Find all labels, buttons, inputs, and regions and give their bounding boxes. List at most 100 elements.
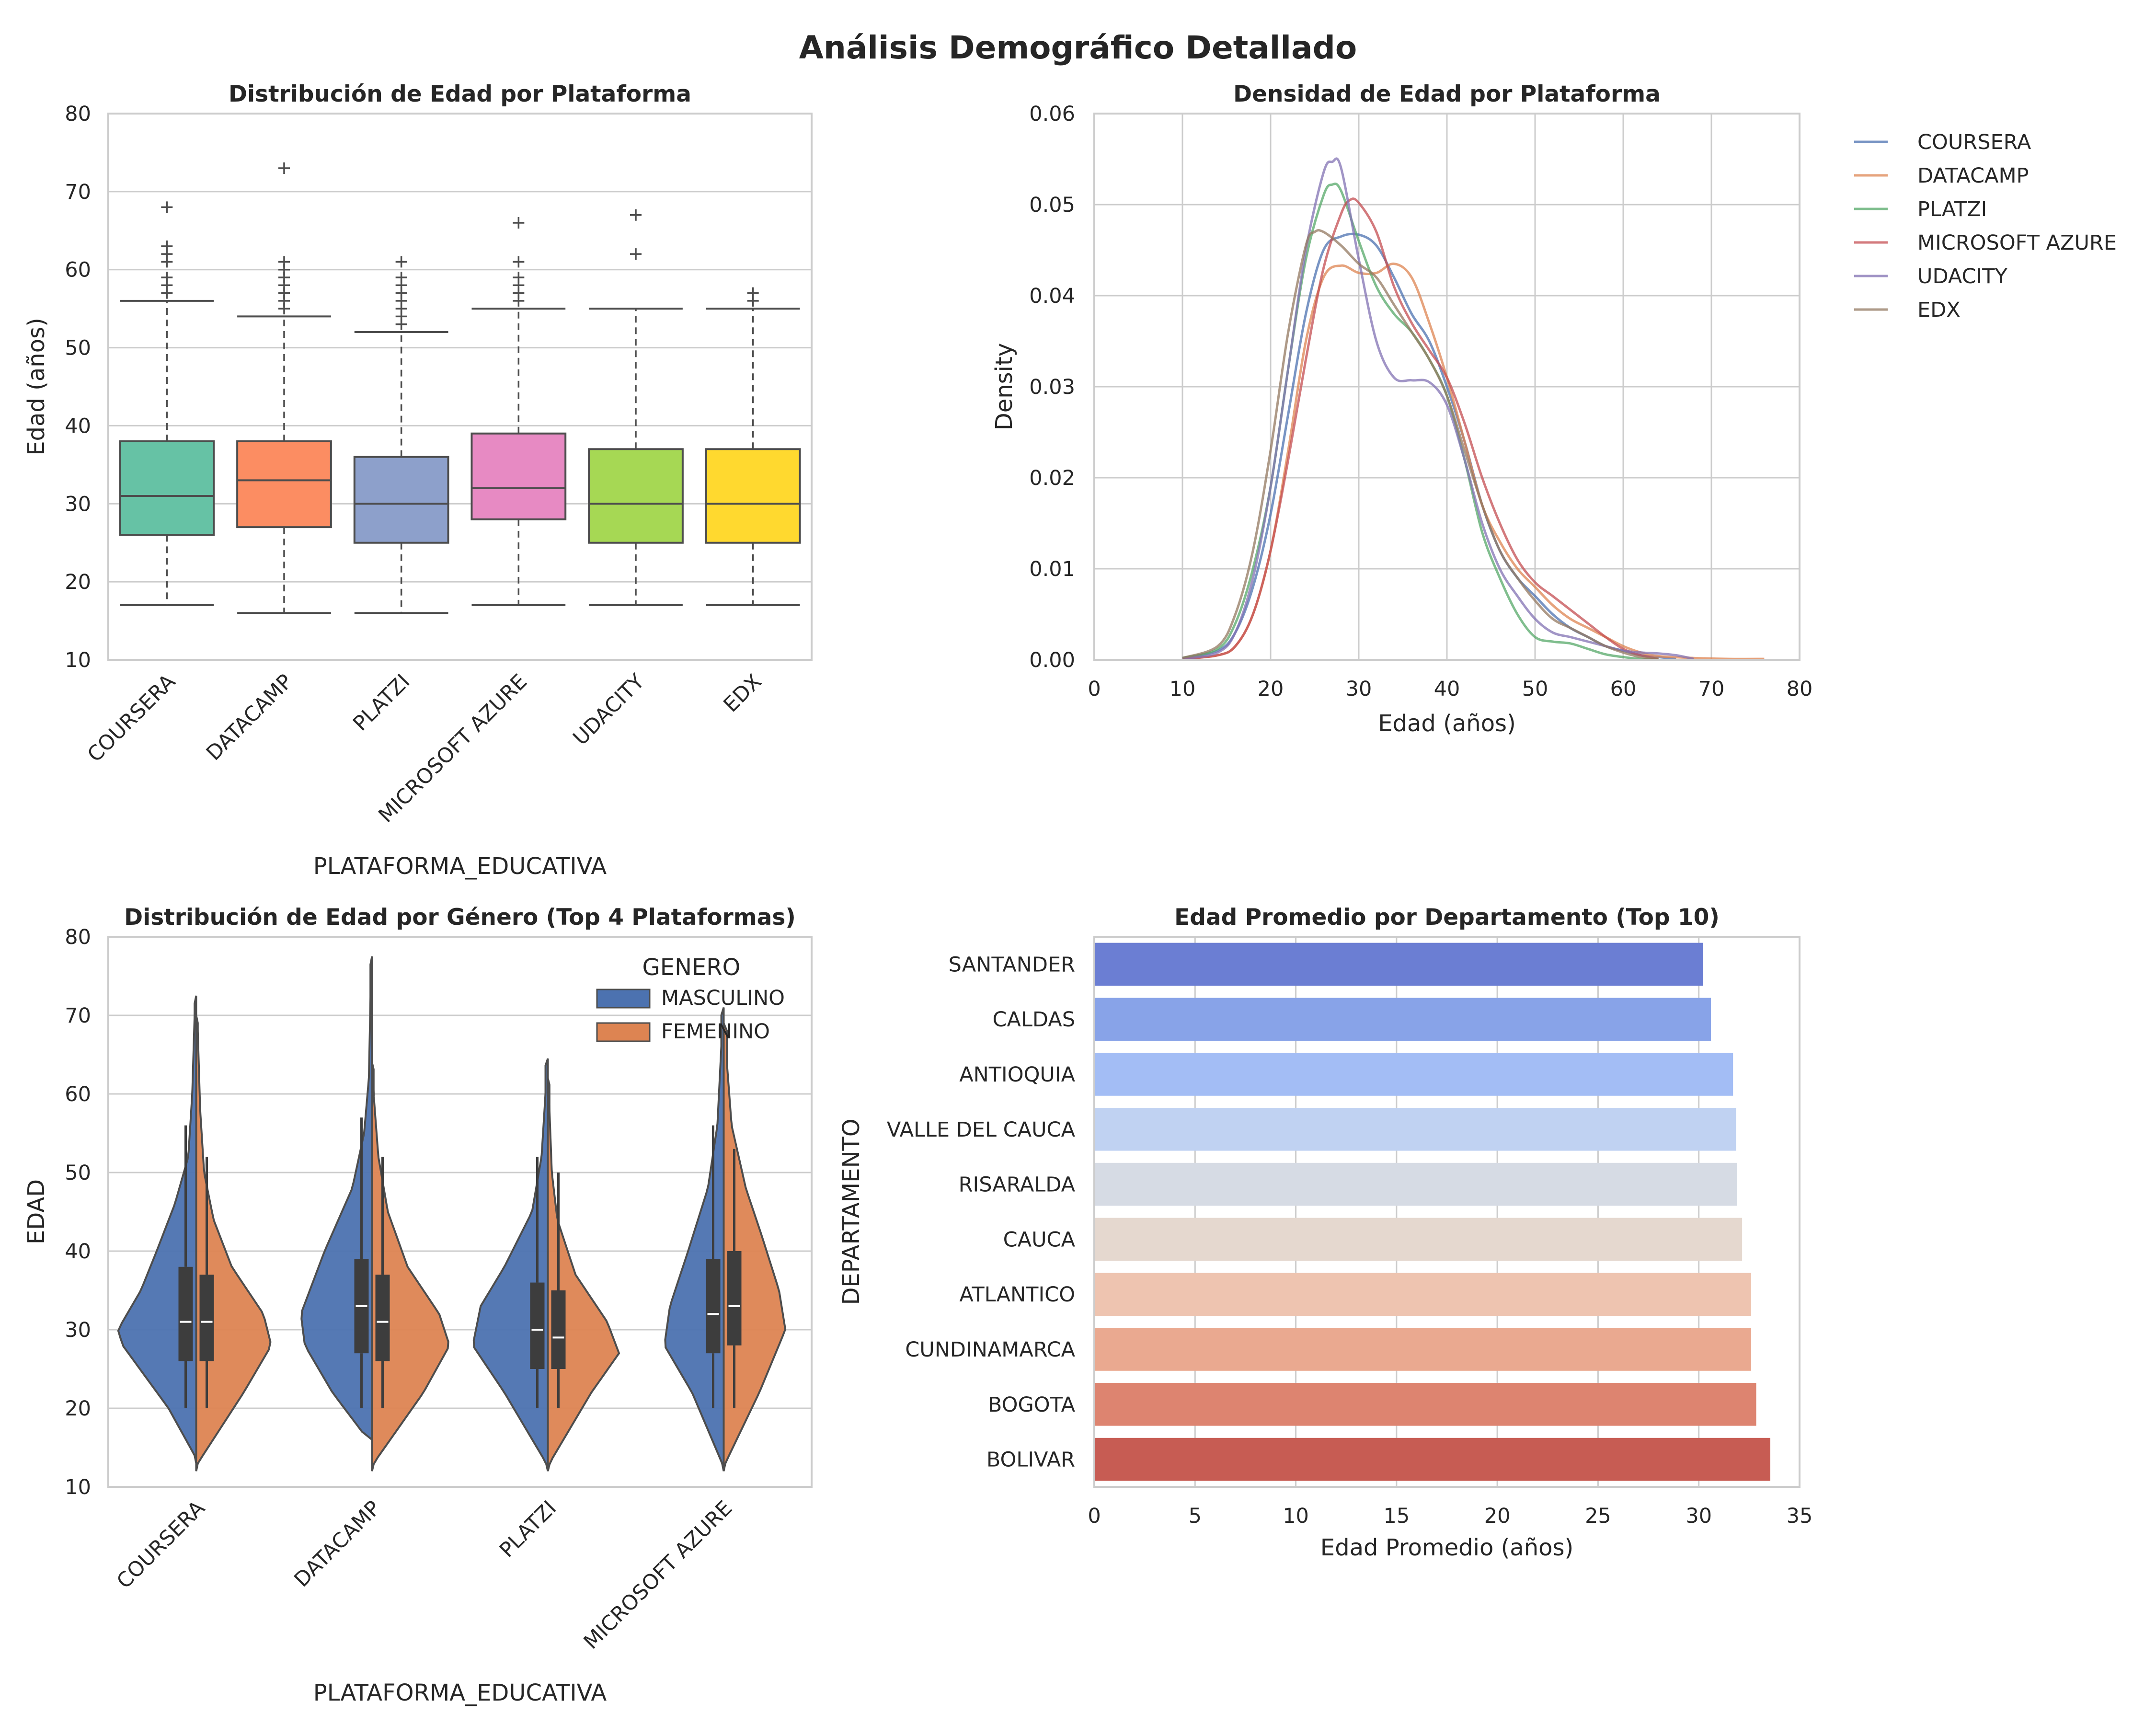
bar-y-tick-label: BOLIVAR xyxy=(986,1448,1075,1472)
boxplot-x-label: PLATAFORMA_EDUCATIVA xyxy=(313,853,607,880)
boxplot-y-tick-label: 20 xyxy=(65,570,91,594)
bar-x-tick-label: 10 xyxy=(1283,1504,1309,1528)
bar-y-tick-label: ANTIOQUIA xyxy=(959,1063,1075,1087)
density-y-tick-label: 0.05 xyxy=(1029,193,1075,217)
density-legend-label: COURSERA xyxy=(1917,130,2031,154)
boxplot-box xyxy=(705,448,801,544)
violin-half xyxy=(472,1058,549,1472)
boxplot-box xyxy=(470,432,567,520)
boxplot-outlier xyxy=(513,272,525,283)
violin-y-tick-label: 50 xyxy=(65,1161,91,1185)
density-x-tick-label: 10 xyxy=(1170,677,1196,701)
bar-rect xyxy=(1094,1383,1756,1426)
boxplot-outlier xyxy=(161,272,173,283)
density-x-tick-label: 70 xyxy=(1698,677,1725,701)
violin-half xyxy=(722,1023,787,1472)
density-y-tick-label: 0.00 xyxy=(1029,648,1075,672)
figure-title: Análisis Demográfico Detallado xyxy=(799,29,1357,66)
bar-y-tick-label: VALLE DEL CAUCA xyxy=(887,1118,1076,1142)
violin-half xyxy=(195,1015,272,1472)
boxplot-outlier xyxy=(747,287,759,299)
bar-rect xyxy=(1094,1053,1733,1096)
density-x-tick-label: 50 xyxy=(1522,677,1548,701)
density-legend-label: MICROSOFT AZURE xyxy=(1917,231,2117,255)
boxplot-title: Distribución de Edad por Plataforma xyxy=(229,81,691,107)
density-x-tick-label: 0 xyxy=(1088,677,1101,701)
bar-panel: 0 5 10 15 20 25 30 35 SANTANDER CALDAS ANTIOQUIA VA… xyxy=(838,904,1812,1561)
bar-rect xyxy=(1094,1108,1736,1151)
boxplot-y-tick-label: 30 xyxy=(65,492,91,516)
boxplot-y-label: Edad (años) xyxy=(23,318,50,456)
violin-legend-swatch xyxy=(596,989,651,1009)
boxplot-outlier xyxy=(395,272,407,283)
violin-half xyxy=(547,1078,620,1472)
bar-y-tick-label: ATLANTICO xyxy=(959,1283,1075,1307)
violin-y-tick-label: 20 xyxy=(65,1397,91,1421)
boxplot-box xyxy=(588,448,684,544)
violin-legend-label: FEMENINO xyxy=(661,1020,770,1044)
bar-y-tick-label: RISARALDA xyxy=(959,1173,1076,1197)
boxplot-y-tick-label: 80 xyxy=(65,102,91,126)
density-y-tick-label: 0.03 xyxy=(1029,375,1075,399)
violin-iqr-box xyxy=(530,1282,545,1369)
density-x-tick-label: 60 xyxy=(1610,677,1637,701)
boxplot-box xyxy=(119,440,215,536)
bar-x-tick-label: 30 xyxy=(1686,1504,1712,1528)
density-series-line xyxy=(1182,229,1659,660)
density-y-tick-label: 0.06 xyxy=(1029,102,1075,126)
violin-iqr-box xyxy=(178,1266,193,1361)
bar-frame xyxy=(1093,936,1800,1488)
boxplot-outlier xyxy=(513,256,525,268)
bar-rect xyxy=(1094,1273,1752,1316)
violin-legend-label: MASCULINO xyxy=(661,986,785,1010)
bar-x-tick-label: 20 xyxy=(1484,1504,1511,1528)
density-x-tick-label: 20 xyxy=(1258,677,1284,701)
density-frame xyxy=(1093,113,1800,661)
bar-y-tick-label: CUNDINAMARCA xyxy=(905,1338,1075,1362)
density-y-tick-label: 0.01 xyxy=(1029,557,1075,581)
violin-half xyxy=(371,1062,449,1472)
bar-rect xyxy=(1094,943,1703,986)
density-x-label: Edad (años) xyxy=(1378,710,1516,737)
density-x-tick-label: 80 xyxy=(1787,677,1813,701)
bar-y-label: DEPARTAMENTO xyxy=(838,1118,865,1305)
violin-y-tick-label: 40 xyxy=(65,1240,91,1264)
bar-x-label: Edad Promedio (años) xyxy=(1320,1534,1573,1561)
density-legend-label: UDACITY xyxy=(1917,264,2007,288)
violin-iqr-box xyxy=(199,1275,214,1361)
bar-y-tick-label: SANTANDER xyxy=(949,953,1075,977)
density-x-tick-label: 40 xyxy=(1434,677,1460,701)
density-series-line xyxy=(1182,157,1694,660)
violin-iqr-box xyxy=(727,1251,742,1346)
boxplot-outlier xyxy=(630,209,642,221)
violin-title: Distribución de Edad por Género (Top 4 P… xyxy=(124,904,796,931)
density-y-tick-label: 0.02 xyxy=(1029,466,1075,490)
violin-y-tick-label: 60 xyxy=(65,1082,91,1106)
boxplot-frame xyxy=(107,113,813,661)
density-legend-label: EDX xyxy=(1917,298,1961,322)
boxplot-box xyxy=(353,456,449,544)
boxplot-y-tick-label: 50 xyxy=(65,336,91,360)
bar-x-tick-label: 25 xyxy=(1585,1504,1611,1528)
violin-y-tick-label: 70 xyxy=(65,1004,91,1028)
boxplot-y-tick-label: 60 xyxy=(65,258,91,282)
violin-half xyxy=(117,995,197,1464)
density-legend-label: PLATZI xyxy=(1917,197,1987,221)
bar-x-tick-label: 5 xyxy=(1189,1504,1202,1528)
boxplot-box xyxy=(236,440,332,529)
boxplot-outlier xyxy=(161,201,173,213)
bar-y-tick-label: BOGOTA xyxy=(988,1393,1076,1417)
boxplot-y-tick-label: 10 xyxy=(65,648,91,672)
bar-x-tick-label: 0 xyxy=(1088,1504,1101,1528)
bar-title: Edad Promedio por Departamento (Top 10) xyxy=(1174,904,1720,931)
density-x-tick-label: 30 xyxy=(1346,677,1372,701)
bar-rect xyxy=(1094,1328,1752,1371)
bar-rect xyxy=(1094,1438,1771,1481)
bar-rect xyxy=(1094,1162,1737,1206)
boxplot-outlier xyxy=(513,217,525,229)
bar-x-tick-label: 35 xyxy=(1787,1504,1813,1528)
boxplot-outlier xyxy=(630,248,642,260)
density-series-line xyxy=(1182,197,1659,660)
